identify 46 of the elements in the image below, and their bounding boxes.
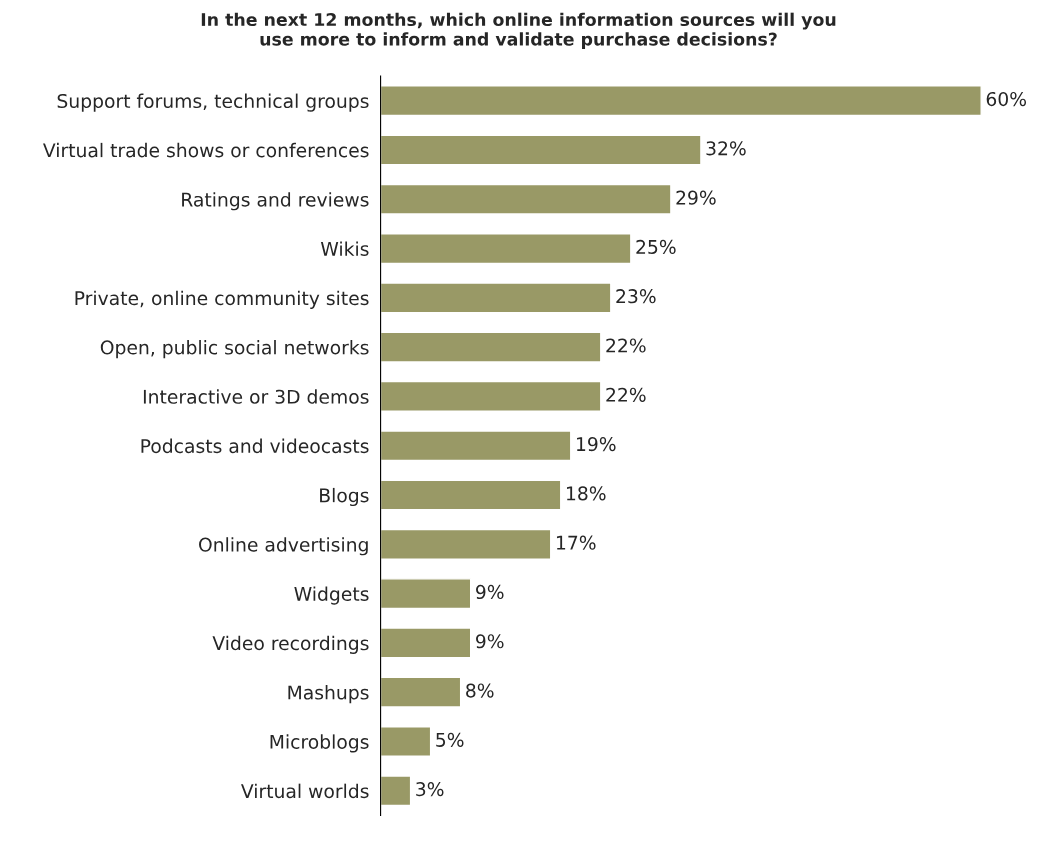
data-label: 5% xyxy=(436,732,464,747)
y-tick-label: Wikis xyxy=(320,241,369,256)
bar xyxy=(380,775,412,807)
y-tick-label: Support forums, technical groups xyxy=(57,93,369,112)
data-label: 3% xyxy=(416,782,444,797)
data-label: 25% xyxy=(636,239,676,255)
y-tick-label: Blogs xyxy=(320,487,369,507)
bar xyxy=(380,430,572,462)
data-label: 19% xyxy=(577,437,616,452)
data-label: 29% xyxy=(676,190,716,205)
bar xyxy=(380,479,562,511)
bar xyxy=(380,134,702,166)
data-label: 23% xyxy=(616,289,656,304)
y-tick-label: Open, public social networks xyxy=(100,340,369,359)
y-tick-label: Private, online community sites xyxy=(75,290,369,309)
data-label: 60% xyxy=(986,91,1027,107)
data-label: 8% xyxy=(466,683,494,698)
bar xyxy=(380,676,462,708)
y-tick-label: Mashups xyxy=(288,685,369,704)
data-label: 22% xyxy=(606,338,646,353)
bar xyxy=(380,85,982,117)
bar xyxy=(380,627,472,659)
y-tick-label: Ratings and reviews xyxy=(182,192,369,211)
data-label: 9% xyxy=(476,584,504,600)
y-tick-label: Widgets xyxy=(294,586,369,605)
data-label: 9% xyxy=(476,634,504,649)
y-tick-label: Interactive or 3D demos xyxy=(143,389,369,404)
y-tick-label: Video recordings xyxy=(212,635,369,654)
bar xyxy=(380,233,632,265)
y-tick-label: Online advertising xyxy=(199,537,368,556)
y-tick-label: Microblogs xyxy=(270,734,369,753)
data-label: 22% xyxy=(606,387,646,402)
data-label: 18% xyxy=(566,486,606,501)
data-label: 17% xyxy=(556,535,596,550)
bar xyxy=(380,528,552,560)
data-label: 32% xyxy=(706,141,746,156)
bar xyxy=(380,578,472,610)
chart-title: In the next 12 months, which online information sources will you use more to inform and validate purchase decisions? xyxy=(201,12,836,50)
y-tick-label: Podcasts and videocasts xyxy=(141,438,369,454)
bar xyxy=(380,331,602,363)
y-tick-label: Virtual worlds xyxy=(241,783,369,799)
y-tick-label: Virtual trade shows or conferences xyxy=(43,142,369,158)
bar xyxy=(380,726,432,757)
bar xyxy=(380,380,602,412)
bar xyxy=(380,183,672,215)
bar xyxy=(380,282,612,314)
